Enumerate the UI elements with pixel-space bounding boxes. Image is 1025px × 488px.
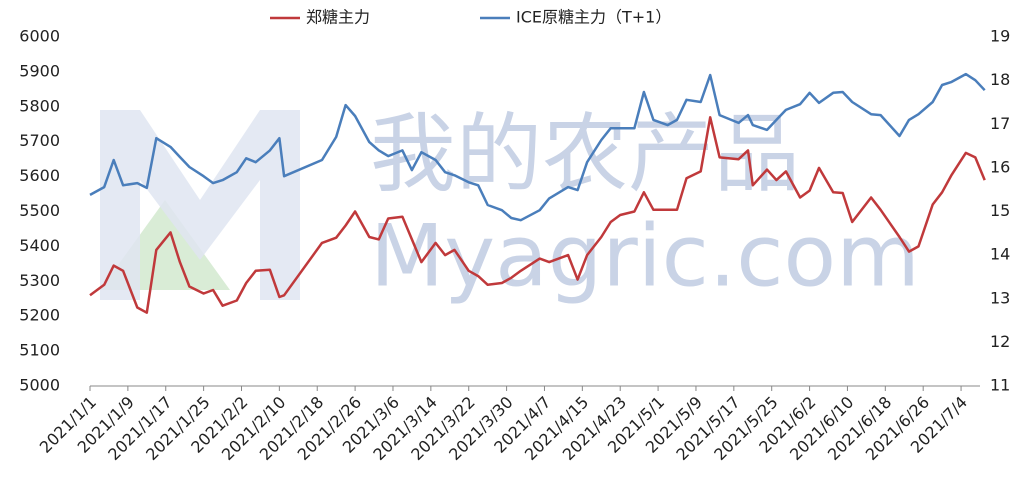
y2-tick-label: 19: [990, 27, 1010, 46]
y-tick-label: 5200: [19, 306, 60, 325]
series-line: [89, 72, 986, 222]
y2-tick-label: 15: [990, 201, 1010, 220]
y-tick-label: 5800: [19, 96, 60, 115]
y2-tick-label: 17: [990, 114, 1010, 133]
y2-tick-label: 11: [990, 376, 1010, 395]
y2-tick-label: 13: [990, 288, 1010, 307]
watermark: 我的农产品 Myagric.com: [100, 104, 920, 306]
watermark-text: 我的农产品: [370, 104, 800, 204]
y2-tick-label: 18: [990, 70, 1010, 89]
y2-tick-label: 16: [990, 157, 1010, 176]
y-tick-label: 5900: [19, 61, 60, 80]
legend-label: 郑糖主力: [306, 8, 370, 27]
y-tick-label: 5000: [19, 376, 60, 395]
logo-shape: [100, 110, 300, 300]
y-tick-label: 5500: [19, 201, 60, 220]
y-tick-label: 5700: [19, 131, 60, 150]
y-tick-label: 5100: [19, 341, 60, 360]
series-line: [89, 116, 986, 314]
y-tick-label: 5400: [19, 236, 60, 255]
y2-tick-label: 14: [990, 245, 1010, 264]
y2-tick-label: 12: [990, 332, 1010, 351]
watermark-text: Myagric.com: [370, 206, 920, 306]
y-tick-label: 5600: [19, 166, 60, 185]
y-tick-label: 6000: [19, 27, 60, 46]
y-tick-label: 5300: [19, 271, 60, 290]
legend-label: ICE原糖主力（T+1）: [516, 8, 671, 27]
